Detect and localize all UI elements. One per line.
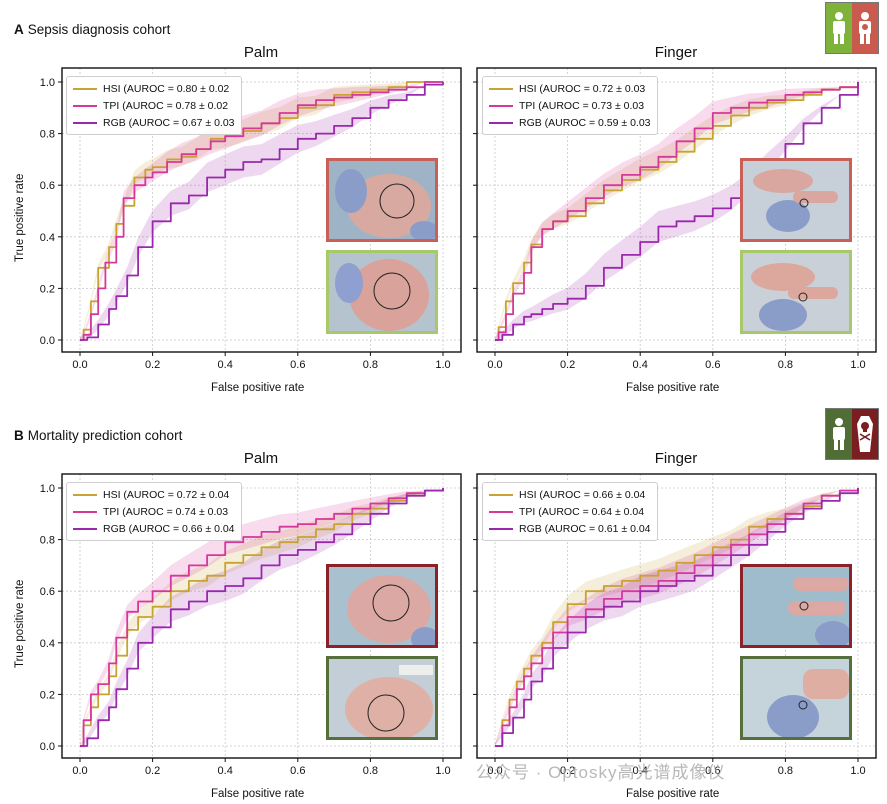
panel-title-b-palm: Palm xyxy=(243,450,279,467)
y-axis-label-a: True positive rate xyxy=(14,173,26,262)
x-tick-label: 0.4 xyxy=(218,765,233,777)
x-tick-label: 0.2 xyxy=(560,359,575,371)
x-axis-label-b-finger: False positive rate xyxy=(626,788,720,800)
plot-frame xyxy=(61,67,462,353)
legend-item-tpi: TPI (AUROC = 0.74 ± 0.03 xyxy=(73,503,235,520)
legend-item-tpi: TPI (AUROC = 0.73 ± 0.03 xyxy=(489,97,651,114)
x-axis-label-b-palm: False positive rate xyxy=(211,788,305,800)
legend-item-tpi: TPI (AUROC = 0.64 ± 0.04 xyxy=(489,503,651,520)
palm-photo-survivor xyxy=(326,656,438,740)
x-tick-label: 0.2 xyxy=(560,765,575,777)
roc-line-tpi xyxy=(495,488,859,747)
finger-photo-deceased xyxy=(740,564,852,648)
y-tick-label: 1.0 xyxy=(40,77,55,89)
x-tick-label: 1.0 xyxy=(850,765,865,777)
legend-a-finger: HSI (AUROC = 0.72 ± 0.03 TPI (AUROC = 0.… xyxy=(482,76,658,135)
y-tick-label: 0.4 xyxy=(40,232,55,244)
survivor-person-icon xyxy=(826,409,852,459)
x-tick-label: 0.2 xyxy=(145,765,160,777)
y-tick-label: 0.6 xyxy=(40,586,55,598)
x-tick-label: 0.6 xyxy=(290,359,305,371)
legend-item-rgb: RGB (AUROC = 0.67 ± 0.03 xyxy=(73,114,235,131)
x-tick-label: 1.0 xyxy=(435,359,450,371)
panel-title-a-finger: Finger xyxy=(654,44,698,61)
nonseptic-person-icon xyxy=(826,3,852,53)
x-tick-label: 0.6 xyxy=(705,765,720,777)
legend-item-tpi: TPI (AUROC = 0.78 ± 0.02 xyxy=(73,97,235,114)
x-tick-label: 0.0 xyxy=(72,359,87,371)
roc-line-tpi xyxy=(80,488,444,747)
y-tick-label: 0.0 xyxy=(40,741,55,753)
section-title-b: B Mortality prediction cohort xyxy=(14,428,183,443)
y-axis-label-b: True positive rate xyxy=(14,579,26,668)
roc-line-tpi xyxy=(495,82,859,341)
roc-line-rgb xyxy=(495,82,859,341)
y-tick-label: 0.4 xyxy=(40,638,55,650)
y-tick-label: 0.2 xyxy=(40,689,55,701)
legend-a-palm: HSI (AUROC = 0.80 ± 0.02 TPI (AUROC = 0.… xyxy=(66,76,242,135)
x-tick-label: 0.4 xyxy=(218,359,233,371)
roc-line-rgb xyxy=(80,82,444,341)
legend-item-rgb: RGB (AUROC = 0.61 ± 0.04 xyxy=(489,520,651,537)
y-tick-label: 0.2 xyxy=(40,283,55,295)
x-tick-label: 0.6 xyxy=(290,765,305,777)
y-tick-label: 0.0 xyxy=(40,335,55,347)
x-tick-label: 0.4 xyxy=(633,359,648,371)
coffin-skull-icon xyxy=(852,409,878,459)
x-axis-label-a-finger: False positive rate xyxy=(626,382,720,394)
watermark-text: 公众号 · Optosky高光谱成像仪 xyxy=(476,763,726,782)
section-title-a: A Sepsis diagnosis cohort xyxy=(14,22,171,37)
plot-frame xyxy=(476,473,877,759)
x-tick-label: 0.8 xyxy=(363,359,378,371)
x-tick-label: 0.8 xyxy=(363,765,378,777)
x-tick-label: 0.8 xyxy=(778,765,793,777)
survivor-vs-deceased-badge xyxy=(825,408,879,460)
x-axis-label-a-palm: False positive rate xyxy=(211,382,305,394)
x-tick-label: 0.8 xyxy=(778,359,793,371)
x-tick-label: 0.4 xyxy=(633,765,648,777)
y-tick-label: 0.6 xyxy=(40,180,55,192)
legend-item-rgb: RGB (AUROC = 0.59 ± 0.03 xyxy=(489,114,651,131)
legend-item-hsi: HSI (AUROC = 0.66 ± 0.04 xyxy=(489,486,651,503)
palm-photo-septic xyxy=(326,158,438,242)
x-tick-label: 0.0 xyxy=(72,765,87,777)
legend-item-rgb: RGB (AUROC = 0.66 ± 0.04 xyxy=(73,520,235,537)
x-tick-label: 0.6 xyxy=(705,359,720,371)
plot-frame xyxy=(61,473,462,759)
plot-frame xyxy=(476,67,877,353)
confidence-band-tpi xyxy=(80,82,443,340)
panel-title-a-palm: Palm xyxy=(243,44,279,61)
legend-item-hsi: HSI (AUROC = 0.80 ± 0.02 xyxy=(73,80,235,97)
x-tick-label: 0.2 xyxy=(145,359,160,371)
legend-b-finger: HSI (AUROC = 0.66 ± 0.04 TPI (AUROC = 0.… xyxy=(482,482,658,541)
confidence-band-tpi xyxy=(80,488,443,746)
panel-title-b-finger: Finger xyxy=(654,450,698,467)
x-tick-label: 0.0 xyxy=(487,765,502,777)
roc-line-tpi xyxy=(80,81,443,341)
y-tick-label: 0.8 xyxy=(40,129,55,141)
y-tick-label: 0.8 xyxy=(40,535,55,547)
confidence-band-hsi xyxy=(80,488,443,746)
palm-photo-nonseptic xyxy=(326,250,438,334)
septic-person-icon xyxy=(852,3,878,53)
legend-b-palm: HSI (AUROC = 0.72 ± 0.04 TPI (AUROC = 0.… xyxy=(66,482,242,541)
confidence-band-rgb xyxy=(80,82,443,340)
x-tick-label: 0.0 xyxy=(487,359,502,371)
finger-photo-septic xyxy=(740,158,852,242)
legend-item-hsi: HSI (AUROC = 0.72 ± 0.04 xyxy=(73,486,235,503)
confidence-band-rgb xyxy=(495,82,858,340)
y-tick-label: 1.0 xyxy=(40,483,55,495)
x-tick-label: 1.0 xyxy=(850,359,865,371)
x-tick-label: 1.0 xyxy=(435,765,450,777)
palm-photo-deceased xyxy=(326,564,438,648)
finger-photo-nonseptic xyxy=(740,250,852,334)
roc-line-rgb xyxy=(80,488,444,747)
septic-vs-nonseptic-badge xyxy=(825,2,879,54)
roc-line-rgb xyxy=(495,488,859,747)
confidence-band-hsi xyxy=(80,82,443,340)
legend-item-hsi: HSI (AUROC = 0.72 ± 0.03 xyxy=(489,80,651,97)
finger-photo-survivor xyxy=(740,656,852,740)
